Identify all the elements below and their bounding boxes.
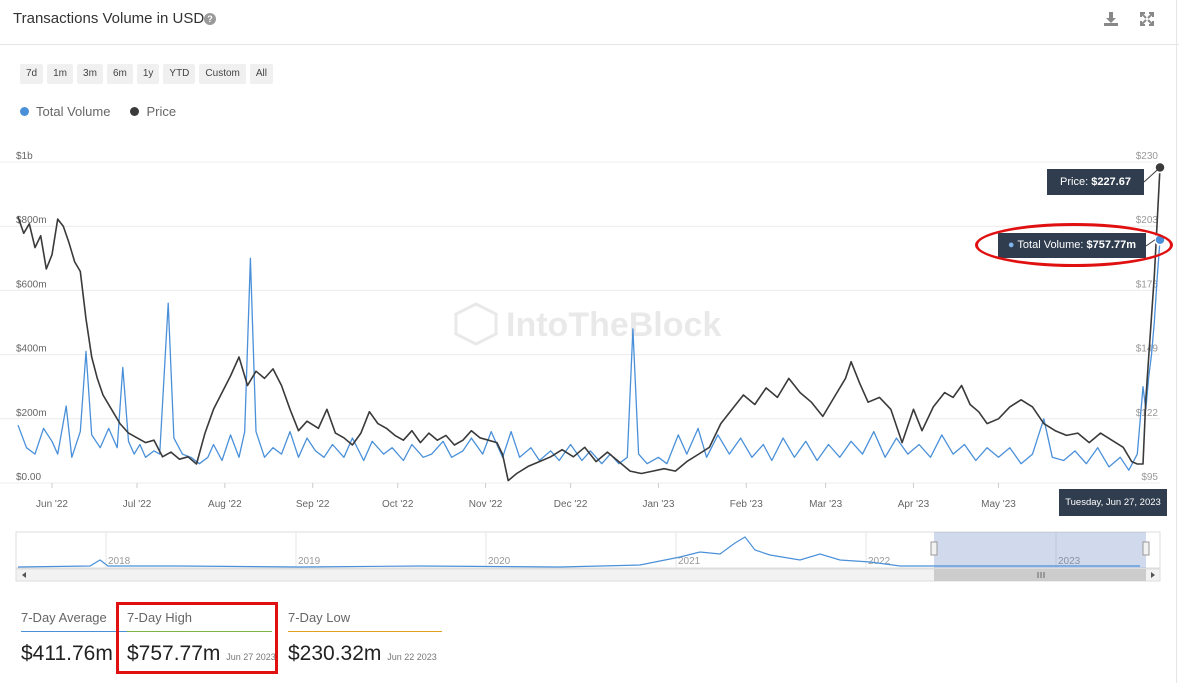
range-button-1y[interactable]: 1y <box>136 64 160 84</box>
stat-7day-low: 7-Day Low $230.32m Jun 22 2023 <box>288 610 442 666</box>
range-button-all[interactable]: All <box>249 64 273 84</box>
price-tooltip-connector <box>1143 167 1161 183</box>
navigator-selection[interactable] <box>934 532 1146 568</box>
x-tick-label: Jan '23 <box>642 499 674 510</box>
x-tick-label: Nov '22 <box>469 499 503 510</box>
legend-label: Price <box>146 104 177 119</box>
range-selector: 7d 1m 3m 6m 1y YTD Custom All <box>20 64 273 84</box>
x-tick-label: Feb '23 <box>730 499 763 510</box>
navigator-frame <box>15 531 1161 569</box>
chart-header: Transactions Volume in USD ? <box>0 0 1179 45</box>
price-tooltip: Price: $227.67 <box>1047 169 1144 195</box>
legend-dot-icon <box>130 107 140 116</box>
y-left-tick-label: $1b <box>16 151 33 162</box>
legend-dot-icon <box>20 107 29 116</box>
stat-value: $757.77m Jun 27 2023 <box>127 642 276 665</box>
range-button-6m[interactable]: 6m <box>106 64 133 84</box>
watermark: IntoTheBlock <box>454 302 721 346</box>
x-tick-label: Sep '22 <box>296 499 330 510</box>
range-button-custom[interactable]: Custom <box>199 64 246 84</box>
legend-item-total-volume[interactable]: Total Volume <box>20 104 110 119</box>
stat-label: 7-Day Average <box>21 610 175 632</box>
y-left-tick-label: $200m <box>16 408 47 419</box>
highlight-ellipse <box>975 223 1173 267</box>
y-left-tick-label: $400m <box>16 344 47 355</box>
range-button-3m[interactable]: 3m <box>77 64 103 84</box>
fullscreen-icon[interactable] <box>1138 10 1156 28</box>
stat-date: Jun 22 2023 <box>387 652 437 662</box>
help-icon[interactable]: ? <box>204 13 216 25</box>
highlight-box <box>116 602 278 674</box>
y-right-tick-label: $95 <box>1141 472 1158 483</box>
navigator-year-label: 2018 <box>108 556 131 567</box>
tooltip-price-label: Price: <box>1060 176 1089 188</box>
scrollbar-grip-icon <box>1037 572 1045 578</box>
scrollbar-track[interactable] <box>15 568 1161 582</box>
stat-value: $411.76m <box>21 642 113 665</box>
x-tick-label: Jun '22 <box>36 499 68 510</box>
y-left-tick-label: $600m <box>16 279 47 290</box>
navigator-year-label: 2023 <box>1058 556 1081 567</box>
scroll-left-arrow-icon[interactable] <box>22 572 26 578</box>
tooltip-price-value: $227.67 <box>1091 176 1131 188</box>
x-tick-label: May '23 <box>981 499 1016 510</box>
x-tick-label: Oct '22 <box>382 499 414 510</box>
y-right-tick-label: $176 <box>1136 279 1159 290</box>
scrollbar-thumb[interactable] <box>934 569 1146 581</box>
stat-7day-average: 7-Day Average $411.76m <box>21 610 175 666</box>
y-right-tick-label: $230 <box>1136 151 1159 162</box>
y-left-tick-label: $0.00 <box>16 472 41 483</box>
navigator-series-line <box>17 536 1140 568</box>
range-button-ytd[interactable]: YTD <box>163 64 196 84</box>
navigator[interactable]: 2018 2019 2020 2021 2022 2023 <box>0 530 1179 585</box>
y-right-tick-label: $149 <box>1136 344 1159 355</box>
navigator-year-label: 2022 <box>868 556 891 567</box>
download-icon[interactable] <box>1102 10 1120 28</box>
x-tick-label: Aug '22 <box>208 499 242 510</box>
legend-item-price[interactable]: Price <box>130 104 176 119</box>
series-line-total-volume <box>17 239 1161 471</box>
watermark-text: IntoTheBlock <box>506 306 721 344</box>
main-chart[interactable]: $0.00 $95 $200m $122 $400m $149 $600m $176 $800m… <box>0 150 1179 515</box>
navigator-year-label: 2019 <box>298 556 321 567</box>
y-right-tick-label: $122 <box>1136 408 1159 419</box>
series-line-price <box>17 167 1161 482</box>
stat-label: 7-Day High <box>127 610 272 632</box>
chart-legend: Total Volume Price <box>20 104 176 119</box>
stat-value: $230.32m Jun 22 2023 <box>288 642 437 665</box>
x-tick-label: Jul '22 <box>123 499 152 510</box>
legend-label: Total Volume <box>36 104 111 119</box>
x-tick-label: Dec '22 <box>554 499 588 510</box>
navigator-year-label: 2020 <box>488 556 511 567</box>
stat-date: Jun 27 2023 <box>226 652 276 662</box>
x-tick-label: Apr '23 <box>898 499 930 510</box>
y-left-tick-label: $800m <box>16 215 47 226</box>
navigator-handle-right[interactable] <box>1142 541 1150 556</box>
range-button-1m[interactable]: 1m <box>47 64 74 84</box>
watermark-logo-icon <box>454 302 498 346</box>
range-button-7d[interactable]: 7d <box>20 64 44 84</box>
date-tooltip: Tuesday, Jun 27, 2023 <box>1059 489 1167 516</box>
panel-border <box>1176 0 1177 683</box>
navigator-year-label: 2021 <box>678 556 701 567</box>
chart-title: Transactions Volume in USD <box>13 10 205 27</box>
stat-7day-high: 7-Day High $757.77m Jun 27 2023 <box>127 610 276 666</box>
stat-label: 7-Day Low <box>288 610 442 632</box>
x-tick-label: Mar '23 <box>809 499 842 510</box>
scroll-right-arrow-icon[interactable] <box>1151 572 1155 578</box>
y-right-tick-label: $203 <box>1136 215 1159 226</box>
navigator-handle-left[interactable] <box>930 541 938 556</box>
